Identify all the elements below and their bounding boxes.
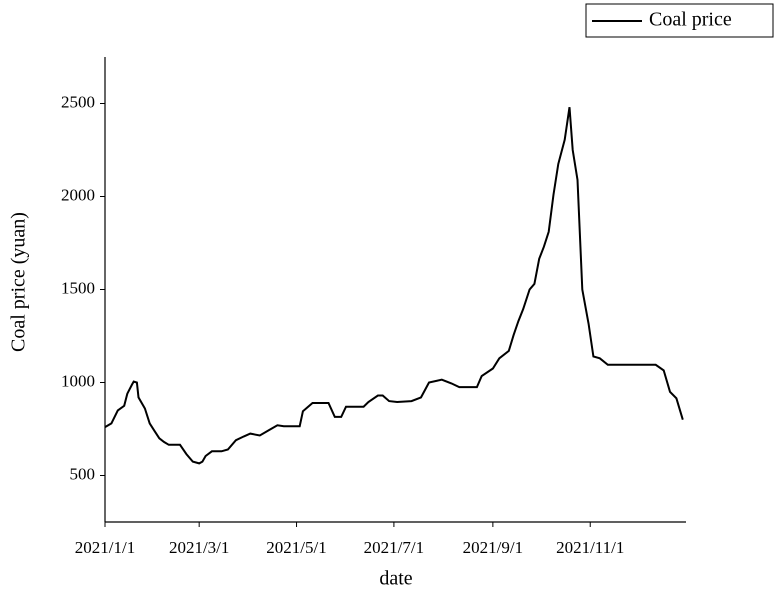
y-axis-title: Coal price (yuan) bbox=[8, 212, 30, 352]
data-line bbox=[104, 107, 684, 465]
legend-label: Coal price bbox=[649, 9, 732, 31]
y-tick-label: 1500 bbox=[61, 278, 95, 297]
x-tick-label: 2021/9/1 bbox=[463, 538, 523, 557]
y-tick-label: 500 bbox=[70, 464, 96, 483]
x-tick-label: 2021/5/1 bbox=[266, 538, 326, 557]
x-tick-label: 2021/7/1 bbox=[364, 538, 424, 557]
x-tick-label: 2021/11/1 bbox=[556, 538, 624, 557]
x-tick-label: 2021/3/1 bbox=[169, 538, 229, 557]
y-tick-label: 2000 bbox=[61, 185, 95, 204]
x-axis-title: date bbox=[379, 568, 412, 590]
y-tick-label: 2500 bbox=[61, 92, 95, 111]
y-tick-label: 1000 bbox=[61, 371, 95, 390]
x-tick-label: 2021/1/1 bbox=[75, 538, 135, 557]
